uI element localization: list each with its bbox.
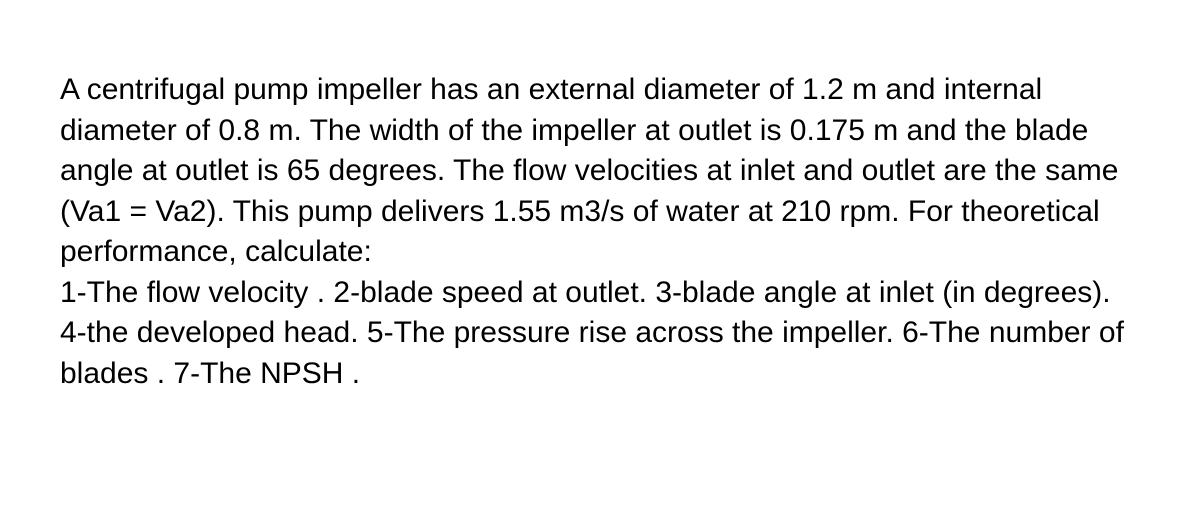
problem-statement: A centrifugal pump impeller has an exter…	[60, 70, 1140, 394]
